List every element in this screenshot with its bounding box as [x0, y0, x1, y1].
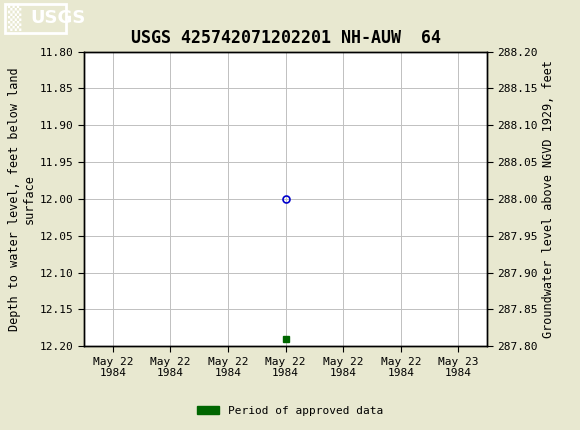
Y-axis label: Depth to water level, feet below land
surface: Depth to water level, feet below land su…: [8, 67, 36, 331]
Text: ▒: ▒: [8, 6, 21, 31]
Text: USGS: USGS: [30, 9, 85, 27]
Y-axis label: Groundwater level above NGVD 1929, feet: Groundwater level above NGVD 1929, feet: [542, 60, 555, 338]
Title: USGS 425742071202201 NH-AUW  64: USGS 425742071202201 NH-AUW 64: [130, 29, 441, 47]
Legend: Period of approved data: Period of approved data: [193, 401, 387, 420]
